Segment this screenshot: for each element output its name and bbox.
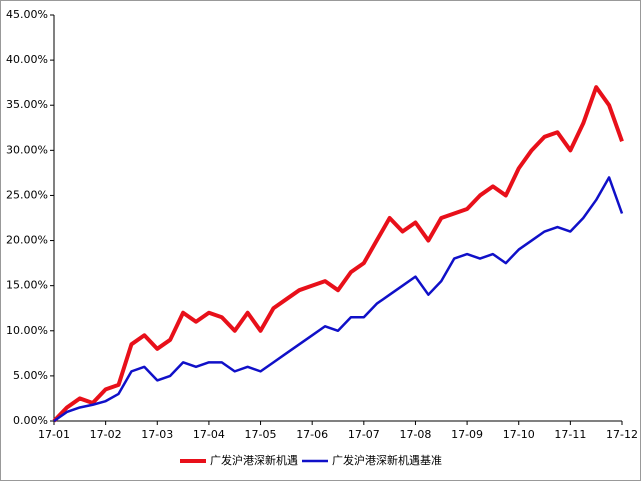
y-tick-label: 35.00% xyxy=(6,98,48,111)
x-tick-label: 17-09 xyxy=(451,428,483,441)
x-tick-label: 17-10 xyxy=(503,428,535,441)
y-tick-label: 20.00% xyxy=(6,234,48,247)
y-tick-label: 15.00% xyxy=(6,279,48,292)
x-tick-label: 17-01 xyxy=(38,428,70,441)
x-tick-label: 17-04 xyxy=(193,428,225,441)
y-tick-label: 45.00% xyxy=(6,8,48,21)
legend-label: 广发沪港深新机遇基准 xyxy=(332,453,442,467)
x-tick-label: 17-07 xyxy=(348,428,380,441)
x-tick-label: 17-12 xyxy=(606,428,638,441)
x-tick-label: 17-03 xyxy=(141,428,173,441)
x-tick-label: 17-02 xyxy=(90,428,122,441)
y-tick-label: 25.00% xyxy=(6,188,48,201)
y-tick-label: 10.00% xyxy=(6,324,48,337)
legend-label: 广发沪港深新机遇 xyxy=(210,453,298,467)
series-line xyxy=(52,85,624,423)
x-tick-label: 17-11 xyxy=(554,428,586,441)
x-tick-label: 17-08 xyxy=(399,428,431,441)
y-tick-label: 5.00% xyxy=(13,369,48,382)
x-tick-label: 17-06 xyxy=(296,428,328,441)
x-tick-label: 17-05 xyxy=(245,428,277,441)
y-tick-label: 30.00% xyxy=(6,143,48,156)
y-tick-label: 0.00% xyxy=(13,414,48,427)
y-tick-label: 40.00% xyxy=(6,53,48,66)
series-line xyxy=(53,176,624,423)
